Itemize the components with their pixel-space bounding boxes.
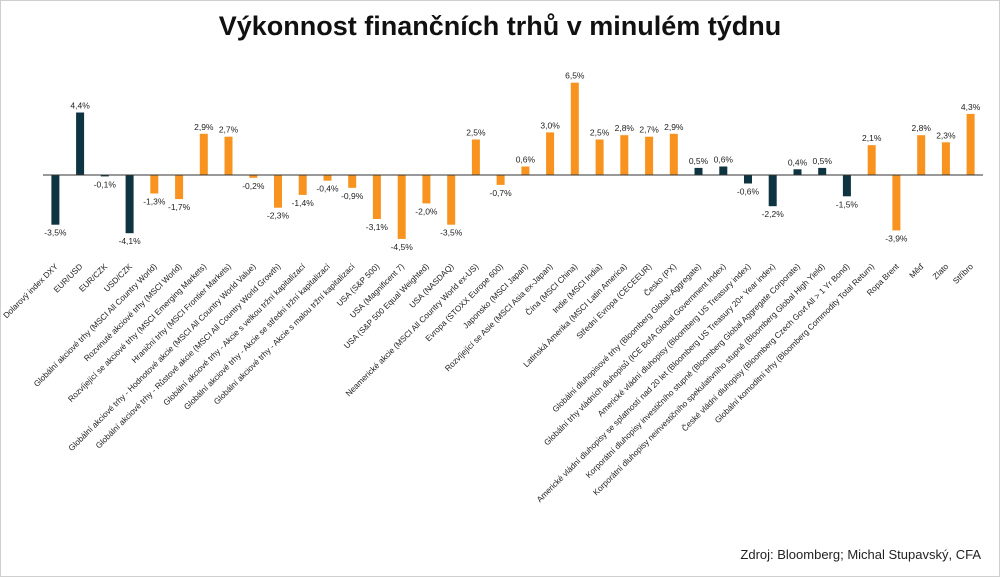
value-label: 4,4% [70,101,90,111]
bar [744,175,752,184]
value-label: 2,1% [862,133,882,143]
bar [941,142,950,175]
value-label: 2,7% [639,125,659,135]
category-label: Měď [908,261,927,280]
value-label: 2,8% [615,123,635,133]
bar [100,175,109,177]
value-label: 0,5% [689,156,709,166]
bar [669,133,678,175]
value-label: 6,5% [565,71,585,81]
bar [397,175,406,239]
value-label: 2,9% [664,122,684,132]
bars-layer [51,82,975,239]
bar [645,136,654,175]
chart-title: Výkonnost finančních trhů v minulém týdn… [218,11,782,41]
bar [76,112,85,175]
bar [447,175,456,225]
bar [372,175,381,219]
bar [471,139,480,175]
bar [199,133,208,175]
value-label: 0,5% [813,156,833,166]
value-label: -2,2% [762,209,785,219]
source-note: Zdroj: Bloomberg; Michal Stupavský, CFA [740,547,981,562]
bar [422,175,431,204]
category-label: Globální akciové trhy - Růstové akcie (M… [93,261,282,450]
value-label: -1,5% [836,199,859,209]
value-label: -3,1% [366,222,389,232]
bar [224,136,233,175]
bar [793,169,802,175]
category-label: Zlato [931,262,951,282]
value-label: -3,5% [440,228,463,238]
value-label: 2,5% [590,128,610,138]
value-label: 0,6% [516,155,536,165]
category-label: Stříbro [951,262,975,286]
bar [768,175,777,207]
bar [51,175,60,225]
value-label: -0,9% [341,191,364,201]
value-label: -3,5% [44,228,67,238]
value-label: 2,5% [466,128,486,138]
value-label: -4,1% [118,236,141,246]
bar [175,175,184,200]
value-label: 2,3% [936,130,956,140]
value-label: 3,0% [540,120,560,130]
value-label: 4,3% [961,102,981,112]
bar [323,175,332,181]
bar [274,175,282,208]
bar [570,82,579,175]
bar [249,175,258,178]
category-label: Dolarový index DXY [2,262,61,321]
value-label: 2,7% [219,125,239,135]
bar [867,145,876,175]
category-label: Korporátní dluhopisy neinvestičního spek… [591,262,826,497]
bar [125,175,134,234]
bar [150,175,159,194]
bar [496,175,505,185]
value-label: -0,4% [316,184,339,194]
value-label: -2,0% [415,206,438,216]
value-label: 0,6% [714,155,734,165]
bar [719,166,728,175]
value-label: -3,9% [885,233,908,243]
bar [595,139,604,175]
value-label: -0,2% [242,181,265,191]
category-label: USA (NASDAQ) [408,262,456,310]
value-label: -2,3% [267,211,290,221]
bar [694,167,703,175]
value-label: 0,4% [788,157,808,167]
value-label: -0,6% [737,187,760,197]
category-labels-layer: Dolarový index DXYEUR/USDEUR/CZKUSD/CZKG… [2,261,976,504]
value-label: -1,3% [143,197,166,207]
value-label: -0,1% [94,179,117,189]
value-label: -1,7% [168,202,191,212]
value-label: -1,4% [292,198,315,208]
value-label: 2,9% [194,122,214,132]
bar [620,135,629,175]
bar [917,135,926,175]
bar [348,175,357,188]
bar [842,175,851,197]
bar [818,167,827,175]
value-label: -0,7% [489,188,512,198]
bar [546,132,555,175]
bar [966,113,975,175]
value-labels-layer: -3,5% 4,4% -0,1% -4,1% -1,3%-1,7% 2,9% 2,7% -0,… [44,71,980,252]
bar [892,175,901,231]
value-label: 2,8% [912,123,932,133]
value-label: -4,5% [391,242,414,252]
bar [521,166,530,175]
bar [298,175,307,195]
